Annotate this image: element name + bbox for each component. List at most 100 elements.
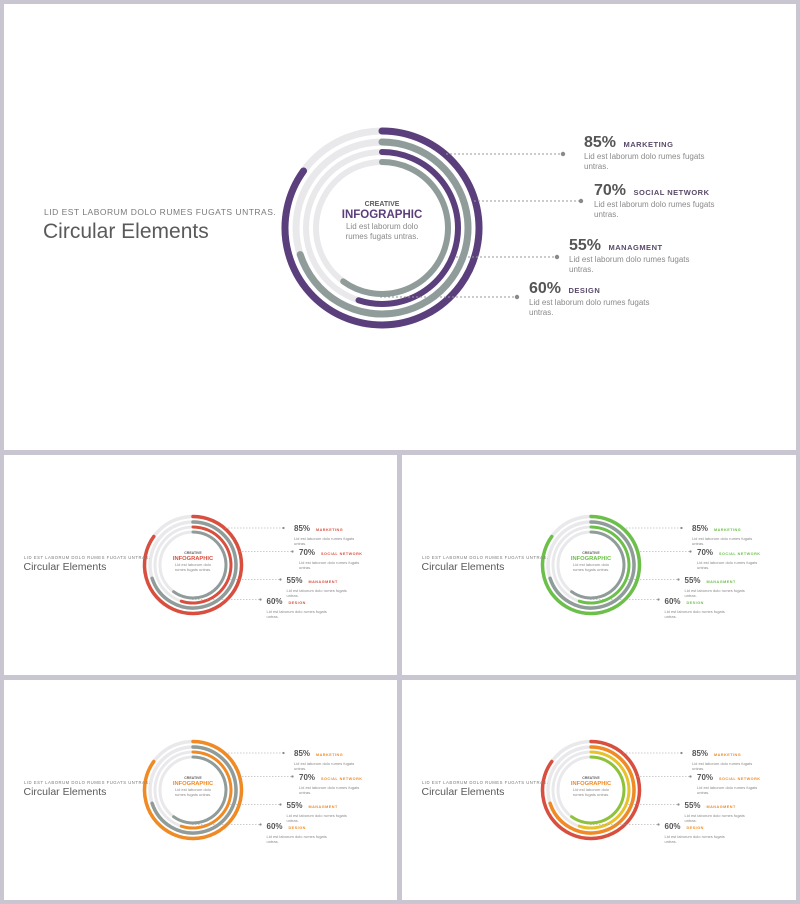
stat-label: MARKETING bbox=[315, 528, 344, 532]
connector-dot bbox=[677, 803, 680, 806]
slide-title: Circular Elements bbox=[23, 561, 107, 573]
stat-description: Lid est laborum dolo rumes fugats untras… bbox=[294, 761, 355, 771]
stat-label: DESIGN bbox=[686, 601, 704, 605]
stat-label: MARKETING bbox=[315, 753, 344, 757]
stat-label: DESIGN bbox=[288, 601, 306, 605]
stat-description: Lid est laborum dolo rumes fugats untras… bbox=[697, 560, 758, 570]
stat-value: 55% bbox=[684, 800, 701, 810]
stat-item-4: 60% DESIGN Lid est laborum dolo rumes fu… bbox=[529, 280, 669, 318]
kicker-text: LID EST LABORUM DOLO RUMES FUGATS UNTRAS… bbox=[422, 554, 549, 560]
stat-label: MARKETING bbox=[713, 528, 742, 532]
stat-value: 70% bbox=[697, 773, 714, 782]
stat-description: Lid est laborum dolo rumes fugats untras… bbox=[529, 298, 650, 317]
stat-item-2: 70% SOCIAL NETWORK Lid est laborum dolo … bbox=[697, 542, 767, 570]
stat-description: Lid est laborum dolo rumes fugats untras… bbox=[266, 609, 327, 619]
stat-description: Lid est laborum dolo rumes fugats untras… bbox=[594, 200, 715, 219]
connector-dot bbox=[282, 751, 285, 755]
stat-item-3: 55% MANAGMENT Lid est laborum dolo rumes… bbox=[287, 795, 357, 823]
ring-progress-2 bbox=[548, 520, 636, 610]
center-infographic: INFOGRAPHIC bbox=[172, 780, 214, 787]
stat-label: MANAGMENT bbox=[308, 804, 338, 809]
stat-value: 85% bbox=[584, 134, 617, 151]
ring-progress-4 bbox=[340, 159, 451, 297]
stat-label: MANAGMENT bbox=[608, 243, 663, 252]
ring-progress-3 bbox=[355, 149, 461, 307]
stat-item-2: 70% SOCIAL NETWORK Lid est laborum dolo … bbox=[697, 767, 767, 795]
connector-dot bbox=[554, 254, 560, 260]
stat-item-1: 85% MARKETING Lid est laborum dolo rumes… bbox=[692, 743, 762, 771]
center-infographic: INFOGRAPHIC bbox=[341, 209, 423, 221]
stat-item-4: 60% DESIGN Lid est laborum dolo rumes fu… bbox=[267, 591, 337, 619]
stat-item-4: 60% DESIGN Lid est laborum dolo rumes fu… bbox=[665, 816, 735, 844]
stat-value: 85% bbox=[294, 749, 311, 758]
center-label: CREATIVE INFOGRAPHIC Lid est laborum dol… bbox=[332, 200, 432, 242]
stat-value: 85% bbox=[294, 524, 311, 533]
connector-dot bbox=[677, 578, 680, 581]
connector-dot bbox=[680, 751, 683, 755]
stat-item-3: 55% MANAGMENT Lid est laborum dolo rumes… bbox=[287, 570, 357, 598]
stat-description: Lid est laborum dolo rumes fugats untras… bbox=[286, 812, 347, 823]
connector-dot bbox=[279, 803, 282, 806]
stat-item-1: 85% MARKETING Lid est laborum dolo rumes… bbox=[584, 134, 724, 172]
stat-item-2: 70% SOCIAL NETWORK Lid est laborum dolo … bbox=[299, 542, 369, 570]
stat-label: MARKETING bbox=[623, 140, 674, 149]
center-description: Lid est laborum dolo rumes fugats untras… bbox=[572, 562, 610, 572]
stat-item-4: 60% DESIGN Lid est laborum dolo rumes fu… bbox=[267, 816, 337, 844]
stat-value: 60% bbox=[664, 597, 681, 606]
stat-value: 60% bbox=[266, 822, 283, 831]
stat-description: Lid est laborum dolo rumes fugats untras… bbox=[569, 255, 690, 274]
slide-4[interactable]: LID EST LABORUM DOLO RUMES FUGATS UNTRAS… bbox=[4, 680, 397, 900]
center-label: CREATIVE INFOGRAPHIC Lid est laborum dol… bbox=[566, 776, 616, 797]
center-label: CREATIVE INFOGRAPHIC Lid est laborum dol… bbox=[168, 551, 218, 572]
center-infographic: INFOGRAPHIC bbox=[570, 780, 612, 787]
ring-progress-1 bbox=[281, 127, 483, 329]
stat-label: SOCIAL NETWORK bbox=[718, 552, 761, 556]
connector-dot bbox=[689, 550, 692, 553]
stat-value: 70% bbox=[299, 773, 316, 782]
stat-label: DESIGN bbox=[568, 286, 601, 295]
connector-dot bbox=[514, 294, 520, 300]
stat-label: MANAGMENT bbox=[706, 804, 736, 809]
connector-dot bbox=[259, 598, 262, 601]
connector-dot bbox=[680, 526, 683, 530]
stat-item-2: 70% SOCIAL NETWORK Lid est laborum dolo … bbox=[299, 767, 369, 795]
slide-2[interactable]: LID EST LABORUM DOLO RUMES FUGATS UNTRAS… bbox=[4, 455, 397, 675]
slide-title: Circular Elements bbox=[421, 786, 505, 798]
stat-value: 55% bbox=[286, 800, 303, 810]
slide-3[interactable]: LID EST LABORUM DOLO RUMES FUGATS UNTRAS… bbox=[402, 455, 796, 675]
ring-progress-3 bbox=[577, 750, 631, 830]
ring-progress-2 bbox=[296, 138, 472, 318]
center-infographic: INFOGRAPHIC bbox=[172, 555, 214, 562]
ring-progress-1 bbox=[540, 739, 642, 841]
center-creative: CREATIVE bbox=[364, 201, 400, 208]
center-creative: CREATIVE bbox=[184, 551, 202, 555]
center-infographic: INFOGRAPHIC bbox=[570, 555, 612, 562]
connector-dot bbox=[657, 598, 660, 601]
slide-title: Circular Elements bbox=[43, 220, 209, 243]
stat-value: 55% bbox=[684, 575, 701, 585]
stat-item-3: 55% MANAGMENT Lid est laborum dolo rumes… bbox=[685, 570, 755, 598]
stat-value: 60% bbox=[529, 280, 562, 297]
circular-chart bbox=[540, 739, 692, 841]
ring-progress-2 bbox=[150, 520, 238, 610]
connector-dot bbox=[279, 578, 282, 581]
stat-label: SOCIAL NETWORK bbox=[320, 777, 363, 781]
stat-value: 85% bbox=[692, 524, 709, 533]
stat-description: Lid est laborum dolo rumes fugats untras… bbox=[294, 536, 355, 546]
stat-description: Lid est laborum dolo rumes fugats untras… bbox=[664, 834, 725, 844]
slide-1[interactable]: LID EST LABORUM DOLO RUMES FUGATS UNTRAS… bbox=[4, 4, 796, 450]
center-creative: CREATIVE bbox=[184, 776, 202, 780]
stat-item-4: 60% DESIGN Lid est laborum dolo rumes fu… bbox=[665, 591, 735, 619]
stat-description: Lid est laborum dolo rumes fugats untras… bbox=[692, 536, 753, 546]
ring-progress-3 bbox=[577, 525, 631, 605]
stat-label: SOCIAL NETWORK bbox=[633, 188, 710, 197]
ring-progress-4 bbox=[570, 530, 626, 600]
stat-value: 55% bbox=[286, 575, 303, 585]
slide-5[interactable]: LID EST LABORUM DOLO RUMES FUGATS UNTRAS… bbox=[402, 680, 796, 900]
stat-item-3: 55% MANAGMENT Lid est laborum dolo rumes… bbox=[685, 795, 755, 823]
connector-dot bbox=[291, 775, 294, 778]
stat-description: Lid est laborum dolo rumes fugats untras… bbox=[299, 560, 360, 570]
circular-chart bbox=[281, 127, 584, 329]
stat-value: 70% bbox=[594, 182, 627, 199]
ring-progress-1 bbox=[540, 514, 642, 616]
